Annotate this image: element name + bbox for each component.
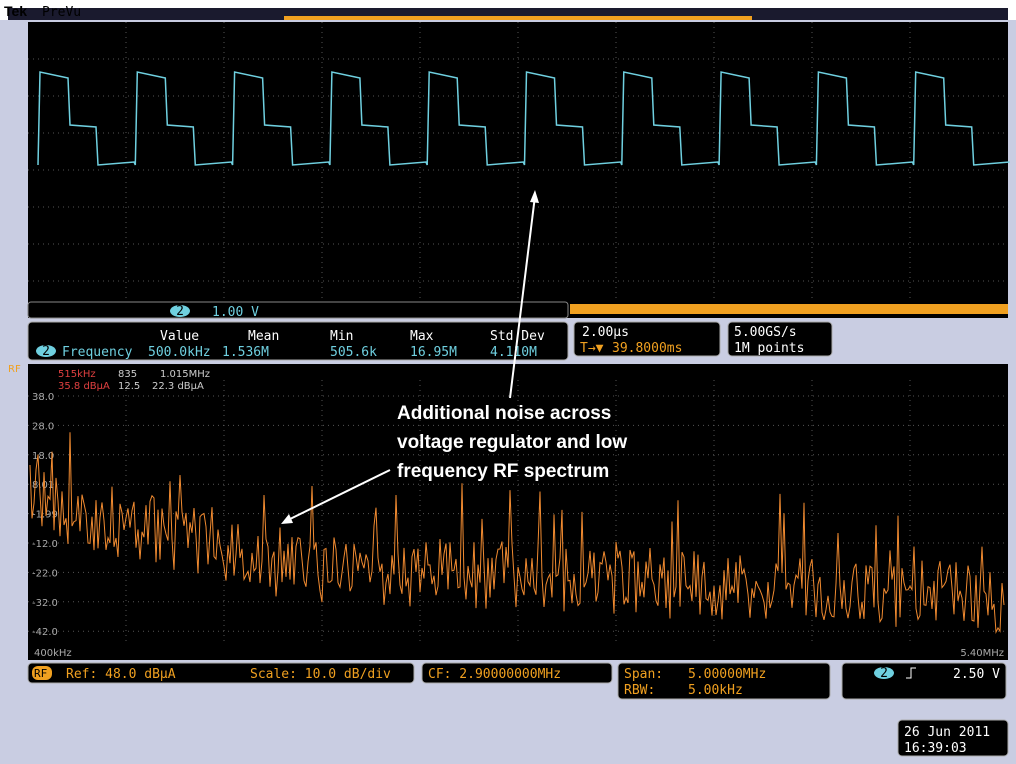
- annotation-arrow: [509, 195, 536, 399]
- measurement-header: Mean: [248, 329, 279, 344]
- level-label: -32.0: [32, 598, 58, 609]
- annotation-text: Additional noise across: [397, 403, 611, 424]
- arrow-head: [530, 190, 539, 203]
- marker-readout: 515kHz: [58, 369, 96, 380]
- spectrum-trace: [29, 432, 1005, 635]
- rbw-value: 5.00kHz: [688, 683, 743, 698]
- timebase-scale: 2.00µs: [582, 325, 629, 340]
- trigger-position: 39.8000ms: [612, 341, 682, 356]
- arrow-head: [281, 514, 293, 524]
- measurement-value: 16.95M: [410, 345, 457, 360]
- rf-badge: RF: [8, 364, 21, 375]
- date: 26 Jun 2011: [904, 725, 990, 740]
- trigger-slope: [906, 667, 916, 679]
- sample-rate: 5.00GS/s: [734, 325, 797, 340]
- rf-chip-text: RF: [34, 667, 47, 680]
- measurement-header: Value: [160, 329, 199, 344]
- marker-readout: 12.5: [118, 381, 140, 392]
- sampling-box: [727, 321, 833, 357]
- level-label: -22.0: [32, 568, 58, 579]
- marker-readout: 835: [118, 369, 137, 380]
- measurement-value: 505.6k: [330, 345, 377, 360]
- annotation-text: frequency RF spectrum: [397, 461, 609, 482]
- measurement-value: 1.536M: [222, 345, 269, 360]
- zoom-bar: [570, 304, 1008, 314]
- level-label: -12.0: [32, 539, 58, 550]
- channel-box: [27, 301, 569, 319]
- time: 16:39:03: [904, 741, 967, 756]
- level-label: 28.0: [32, 421, 54, 432]
- channel-scale: 1.00 V: [212, 305, 259, 320]
- waveform-trace: [37, 71, 1010, 166]
- stop-frequency: 5.40MHz: [960, 648, 1004, 659]
- brand: Tek: [4, 3, 27, 19]
- center-frequency: CF: 2.90000000MHz: [428, 667, 561, 682]
- measurement-value: 500.0kHz: [148, 345, 211, 360]
- annotation: Additional noise across voltage regulator…: [281, 190, 627, 524]
- level-label: 38.0: [32, 392, 54, 403]
- measurement-header: Max: [410, 329, 434, 344]
- annotation-arrow: [287, 469, 391, 521]
- measurement-value: 4.110M: [490, 345, 537, 360]
- channel-number: 2: [176, 304, 184, 319]
- start-frequency: 400kHz: [34, 648, 72, 659]
- level-label: 18.0: [32, 451, 54, 462]
- ref-scale: Scale: 10.0 dB/div: [250, 667, 391, 682]
- channel-badge: [170, 305, 190, 317]
- timebase-box: [573, 321, 721, 357]
- marker-readout: 1.015MHz: [160, 369, 210, 380]
- measurement-box: [27, 321, 569, 361]
- span-value: 5.00000MHz: [688, 667, 766, 682]
- span-label: Span:: [624, 667, 663, 682]
- level-label: -1.99: [32, 510, 58, 521]
- measurement-label: Frequency: [62, 345, 133, 360]
- measurement-channel: 2: [42, 344, 50, 359]
- mode: PreVu: [42, 5, 81, 20]
- span-box: [617, 662, 831, 700]
- trigger-marker: T→▼: [580, 341, 604, 356]
- trigger-level: 2.50 V: [953, 667, 1000, 682]
- measurement-badge: [36, 345, 56, 357]
- record-length: 1M points: [734, 341, 804, 356]
- ref-level: Ref: 48.0 dBµA: [66, 667, 176, 682]
- rbw-label: RBW:: [624, 683, 655, 698]
- measurement-header: Min: [330, 329, 353, 344]
- cf-box: [421, 662, 613, 684]
- annotation-text: voltage regulator and low: [397, 432, 627, 453]
- record-bar: [8, 8, 1008, 20]
- ref-box: [27, 662, 415, 684]
- marker-readout: 22.3 dBµA: [152, 381, 204, 392]
- trigger-channel: 2: [880, 666, 888, 681]
- level-label: -42.0: [32, 627, 58, 638]
- trigger-channel-badge: [874, 667, 894, 679]
- markers: 515kHz 835 1.015MHz 35.8 dBµA 12.5 22.3 dBµA: [58, 369, 210, 392]
- marker-readout: 35.8 dBµA: [58, 381, 110, 392]
- date-box: [897, 719, 1009, 757]
- record-view: [284, 16, 752, 20]
- rf-chip: [32, 666, 52, 680]
